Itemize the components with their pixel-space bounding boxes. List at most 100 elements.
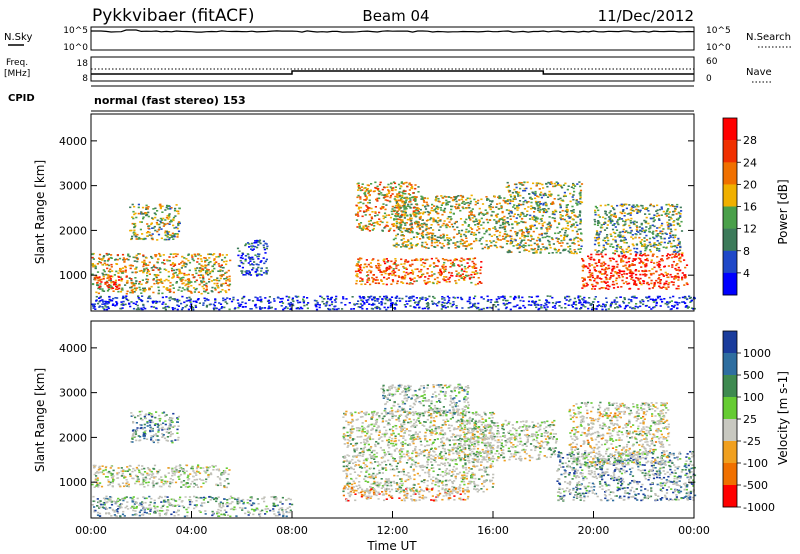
heatmap-cell: [451, 205, 454, 208]
heatmap-cell: [610, 243, 613, 245]
heatmap-cell: [396, 213, 400, 216]
heatmap-cell: [152, 483, 155, 485]
heatmap-cell: [385, 296, 389, 299]
heatmap-cell: [449, 302, 452, 305]
heatmap-cell: [159, 268, 162, 270]
heatmap-cell: [623, 241, 626, 244]
heatmap-cell: [191, 258, 194, 260]
heatmap-cell: [598, 287, 601, 290]
heatmap-cell: [610, 275, 613, 277]
heatmap-cell: [630, 278, 633, 280]
heatmap-cell: [533, 302, 536, 305]
heatmap-cell: [684, 302, 687, 305]
heatmap-cell: [117, 285, 120, 287]
heatmap-cell: [265, 270, 268, 272]
heatmap-cell: [473, 198, 476, 201]
heatmap-cell: [651, 217, 655, 220]
heatmap-cell: [200, 292, 203, 295]
heatmap-cell: [196, 261, 199, 263]
heatmap-cell: [314, 303, 317, 306]
heatmap-cell: [185, 258, 188, 260]
heatmap-cell: [583, 285, 586, 288]
heatmap-cell: [362, 226, 365, 229]
heatmap-cell: [678, 259, 681, 262]
heatmap-cell: [141, 308, 144, 311]
heatmap-cell: [251, 249, 254, 251]
heatmap-cell: [390, 210, 393, 213]
heatmap-cell: [516, 247, 519, 249]
heatmap-cell: [364, 193, 367, 196]
heatmap-cell: [660, 258, 663, 260]
heatmap-cell: [481, 236, 484, 239]
heatmap-cell: [401, 221, 404, 224]
heatmap-cell: [237, 254, 240, 257]
heatmap-cell: [666, 209, 669, 212]
heatmap-cell: [451, 304, 454, 306]
heatmap-cell: [170, 219, 173, 222]
heatmap-cell: [251, 300, 255, 302]
heatmap-cell: [532, 192, 535, 194]
heatmap-cell: [423, 246, 426, 248]
heatmap-cell: [167, 275, 170, 278]
heatmap-cell: [188, 296, 191, 299]
heatmap-cell: [114, 304, 117, 307]
heatmap-cell: [541, 214, 544, 217]
heatmap-cell: [201, 281, 204, 284]
heatmap-cell: [649, 225, 652, 227]
heatmap-cell: [661, 273, 665, 276]
heatmap-cell: [524, 226, 528, 229]
heatmap-cell: [129, 305, 132, 308]
heatmap-cell: [624, 264, 627, 267]
heatmap-cell: [552, 211, 555, 213]
heatmap-cell: [615, 279, 618, 282]
heatmap-cell: [372, 222, 375, 225]
heatmap-cell: [149, 297, 152, 300]
heatmap-cell: [464, 248, 468, 250]
heatmap-cell: [143, 262, 146, 265]
heatmap-cell: [203, 284, 206, 286]
heatmap-cell: [382, 270, 385, 272]
heatmap-cell: [416, 209, 419, 212]
heatmap-cell: [223, 485, 226, 487]
heatmap-cell: [205, 282, 208, 285]
heatmap-cell: [647, 254, 650, 257]
heatmap-cell: [535, 303, 538, 306]
heatmap-cell: [652, 244, 655, 247]
heatmap-cell: [361, 189, 364, 191]
heatmap-cell: [136, 258, 139, 260]
heatmap-cell: [470, 210, 473, 212]
heatmap-cell: [629, 306, 632, 309]
heatmap-cell: [436, 280, 439, 283]
heatmap-cell: [574, 251, 577, 253]
heatmap-cell: [655, 247, 659, 250]
heatmap-cell: [629, 269, 632, 271]
heatmap-cell: [223, 306, 226, 309]
heatmap-cell: [257, 244, 260, 246]
heatmap-cell: [655, 234, 658, 237]
heatmap-cell: [401, 275, 404, 278]
heatmap-cell: [180, 262, 183, 264]
heatmap-cell: [589, 279, 592, 282]
heatmap-cell: [522, 234, 525, 237]
heatmap-cell: [127, 254, 130, 257]
heatmap-cell: [666, 301, 669, 303]
nsearch-label: N.Search: [746, 32, 791, 43]
heatmap-cell: [130, 237, 133, 240]
heatmap-cell: [400, 219, 403, 221]
heatmap-cell: [406, 185, 409, 188]
heatmap-cell: [364, 199, 367, 201]
heatmap-cell: [172, 275, 175, 277]
heatmap-cell: [458, 203, 461, 206]
heatmap-cell: [367, 192, 370, 195]
heatmap-cell: [524, 189, 527, 192]
heatmap-cell: [571, 212, 574, 214]
heatmap-cell: [638, 281, 641, 283]
heatmap-cell: [613, 213, 616, 216]
heatmap-cell: [405, 295, 408, 298]
heatmap-cell: [124, 303, 127, 306]
heatmap-cell: [479, 238, 482, 240]
heatmap-cell: [505, 242, 509, 245]
heatmap-cell: [357, 306, 360, 308]
heatmap-cell: [655, 215, 658, 217]
heatmap-cell: [105, 252, 108, 255]
